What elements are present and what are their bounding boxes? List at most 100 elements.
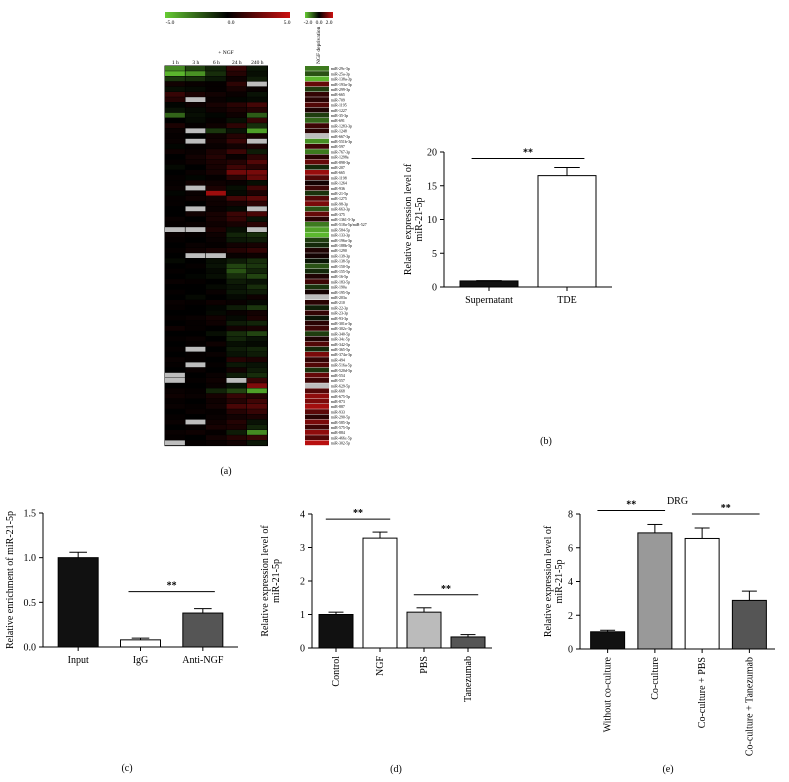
heatmap-cell	[206, 284, 226, 290]
row-label: miR-936	[331, 187, 345, 191]
side-heatmap-cell	[305, 435, 329, 440]
heatmap-cell	[165, 409, 185, 414]
row-label: miR-663-3p	[331, 208, 350, 212]
heatmap-cell	[226, 352, 247, 357]
row-label: miR-898-3p	[331, 161, 350, 165]
y-axis-label: Relative expression level of	[403, 163, 414, 275]
row-label: miR-342-5p	[331, 343, 350, 347]
side-heatmap-cell	[305, 362, 329, 368]
row-label: miR-551b-3p	[331, 140, 352, 144]
heatmap-cell	[226, 206, 247, 212]
heatmap-cell	[247, 227, 267, 232]
side-heatmap-cell	[305, 367, 329, 373]
bar	[120, 639, 161, 648]
side-heatmap-cell	[305, 258, 329, 264]
heatmap-cell	[247, 279, 267, 284]
x-tick-label: Anti-NGF	[182, 655, 224, 666]
heatmap-cell	[247, 123, 267, 128]
row-label: miR-557	[331, 379, 345, 383]
scale-label: -5.0	[166, 20, 175, 26]
heatmap-cell	[165, 159, 185, 165]
x-tick-label: IgG	[133, 655, 149, 666]
heatmap-cell	[185, 118, 206, 123]
heatmap-cell	[247, 81, 267, 87]
heatmap-cell	[247, 71, 267, 76]
heatmap-cell	[165, 305, 185, 310]
y-axis-label: miR-21-5p	[271, 559, 282, 603]
heatmap-cell	[165, 378, 185, 383]
heatmap-cell	[206, 253, 226, 258]
heatmap-cell	[226, 92, 247, 97]
heatmap-cell	[165, 258, 185, 264]
row-label: miR-767-3p	[331, 150, 350, 154]
heatmap-cell	[247, 326, 267, 331]
y-tick-label: 1.0	[24, 553, 37, 564]
side-heatmap-cell	[305, 164, 329, 170]
side-heatmap-cell	[305, 315, 329, 321]
panel-label-e: (e)	[662, 764, 673, 775]
heatmap-cell	[185, 331, 206, 336]
heatmap-cell	[206, 435, 226, 440]
scale-label: 0.0	[228, 20, 235, 26]
heatmap-cell	[206, 279, 226, 284]
row-label: miR-290-5p	[331, 416, 350, 420]
heatmap-cell	[165, 419, 185, 425]
row-label: miR-188b-5p	[331, 244, 352, 248]
heatmap-cell	[206, 414, 226, 420]
heatmap-cell	[206, 138, 226, 144]
side-heatmap-cell	[305, 279, 329, 284]
side-heatmap-cell	[305, 196, 329, 201]
heatmap-cell	[165, 383, 185, 388]
heatmap-cell	[185, 258, 206, 264]
heatmap-cell	[247, 222, 267, 227]
bar	[731, 599, 767, 650]
heatmap-cell	[165, 211, 185, 217]
heatmap-cell	[165, 92, 185, 97]
panel-label-b: (b)	[540, 436, 552, 447]
heatmap-cell	[206, 440, 226, 446]
heatmap-cell	[206, 326, 226, 331]
row-label: miR-709	[331, 98, 345, 102]
heatmap-cell	[226, 216, 247, 222]
heatmap-cell	[185, 211, 206, 217]
heatmap-cell	[165, 133, 185, 139]
heatmap-cell	[165, 336, 185, 342]
heatmap-cell	[206, 248, 226, 253]
heatmap-cell	[206, 149, 226, 154]
heatmap-cell	[185, 279, 206, 284]
heatmap-cell	[206, 232, 226, 238]
heatmap-cell	[165, 372, 185, 378]
row-label: miR-34c-5p	[331, 338, 350, 342]
heatmap-cell	[226, 315, 247, 321]
heatmap-cell	[226, 274, 247, 279]
side-heatmap-cell	[305, 190, 329, 196]
row-label: miR-139-3p	[331, 254, 350, 258]
row-label: miR-155-5p	[331, 270, 350, 274]
side-heatmap-cell	[305, 237, 329, 243]
heatmap-cell	[206, 201, 226, 206]
heatmap-cell	[226, 227, 247, 232]
heatmap-cell	[247, 289, 267, 295]
side-scale-label: 2.0	[326, 20, 333, 26]
row-label: miR-1290	[331, 249, 347, 253]
heatmap-cell	[206, 97, 226, 102]
heatmap-cell	[185, 393, 206, 399]
row-label: miR-691	[331, 119, 345, 123]
heatmap-cell	[206, 320, 226, 326]
heatmap-cell	[165, 357, 185, 362]
heatmap-cell	[226, 232, 247, 238]
heatmap-cell	[185, 430, 206, 435]
y-tick-label: 4	[568, 577, 573, 588]
heatmap-cell	[226, 409, 247, 414]
side-heatmap-cell	[305, 248, 329, 253]
heatmap-cell	[247, 331, 267, 336]
heatmap-cell	[247, 138, 267, 144]
row-label: miR-1264	[331, 182, 347, 186]
x-tick-label: Supernatant	[465, 295, 513, 306]
side-heatmap-cell	[305, 414, 329, 420]
heatmap-cell	[247, 357, 267, 362]
row-label: miR-193a-3p	[331, 83, 352, 87]
x-tick-label: NGF	[375, 656, 386, 676]
side-heatmap-cell	[305, 346, 329, 352]
significance-label: **	[523, 148, 533, 159]
